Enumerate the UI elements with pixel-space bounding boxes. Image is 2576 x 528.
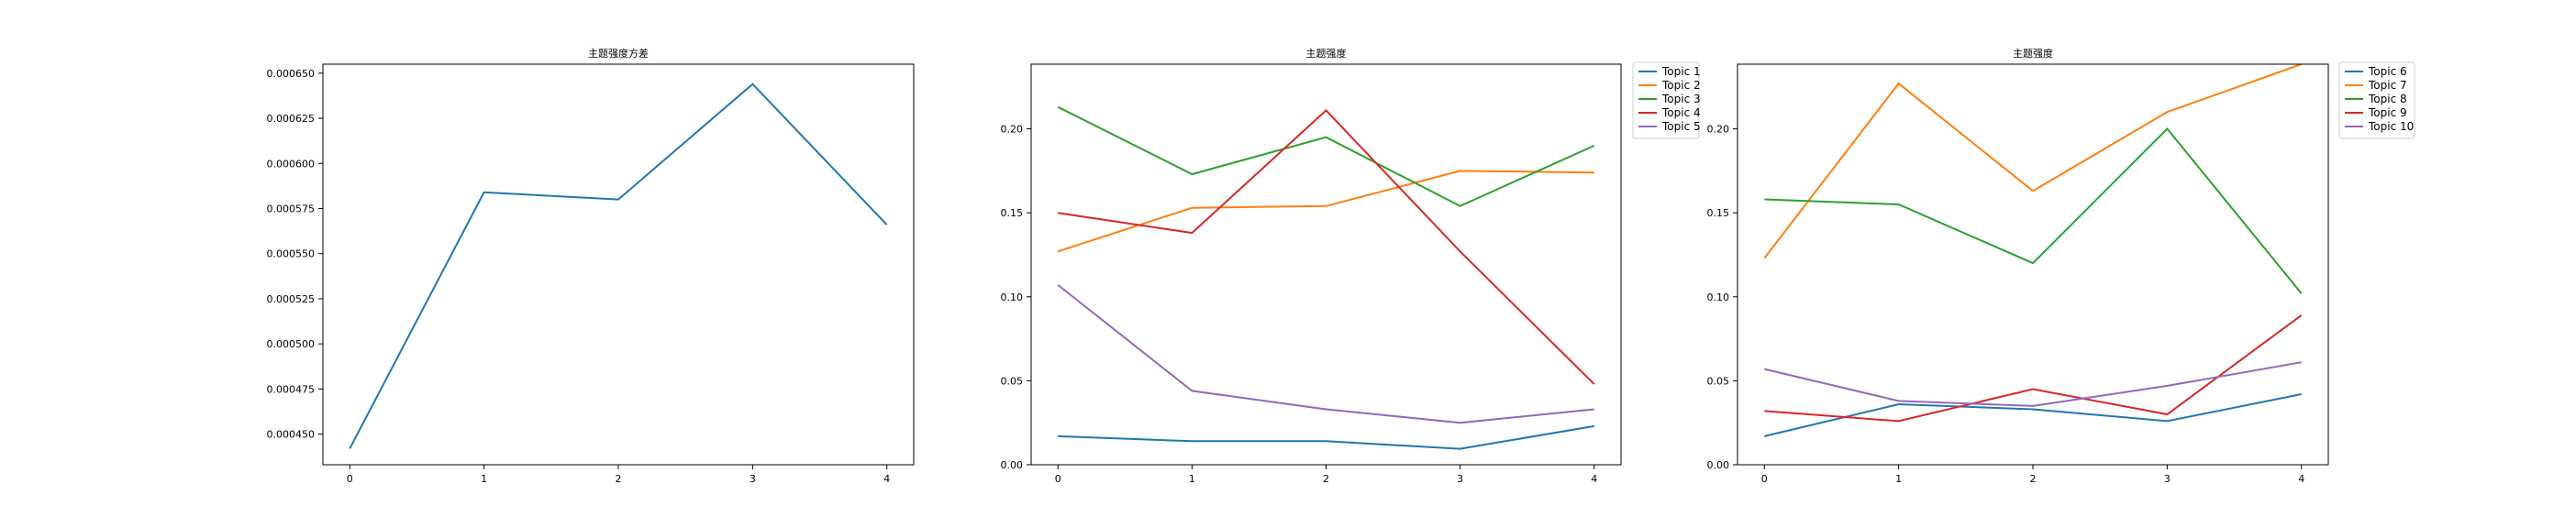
x-tick-label: 3 <box>749 473 756 485</box>
y-tick-label: 0.000525 <box>267 293 316 305</box>
chart-title: 主题强度 <box>1306 47 1347 60</box>
x-tick-label: 4 <box>883 473 890 485</box>
y-tick-label: 0.10 <box>1707 292 1730 303</box>
y-tick-label: 0.20 <box>1001 124 1024 136</box>
legend-label: Topic 6 <box>2368 65 2407 78</box>
x-tick-label: 2 <box>2030 473 2037 485</box>
y-tick-label: 0.000475 <box>267 383 316 395</box>
chart-title: 主题强度 <box>2013 47 2053 60</box>
x-tick-label: 4 <box>1591 473 1597 485</box>
y-tick-label: 0.000600 <box>267 158 316 170</box>
legend-label: Topic 4 <box>1661 106 1701 119</box>
x-tick-label: 1 <box>1189 473 1195 485</box>
series-line-topic-10 <box>1764 361 2302 407</box>
y-tick-label: 0.000650 <box>267 68 316 80</box>
x-tick-label: 4 <box>2298 473 2304 485</box>
x-tick-label: 0 <box>1055 473 1061 485</box>
series-line-topic-1 <box>1058 424 1594 450</box>
y-tick-label: 0.05 <box>1001 375 1024 387</box>
y-tick-label: 0.20 <box>1707 124 1730 136</box>
y-tick-label: 0.00 <box>1707 459 1730 471</box>
series-line-topic-6 <box>1764 393 2302 437</box>
series-line-topic-9 <box>1764 314 2303 423</box>
x-tick-label: 2 <box>1323 473 1329 485</box>
y-tick-label: 0.000625 <box>267 113 316 125</box>
x-tick-label: 1 <box>1895 473 1902 485</box>
series-line-topic-5 <box>1057 284 1594 424</box>
series-line-topic-8 <box>1764 127 2303 294</box>
legend-label: Topic 5 <box>1661 120 1701 133</box>
series-line-topic-7 <box>1763 63 2303 259</box>
y-tick-label: 0.15 <box>1001 207 1024 219</box>
chart-variance: 主题强度方差 0 1 2 3 4 0.000450 0.000475 0.000500 0.000… <box>267 47 915 485</box>
legend-label: Topic 3 <box>1661 93 1701 105</box>
y-tick-label: 0.10 <box>1001 292 1024 303</box>
x-tick-label: 2 <box>616 473 622 485</box>
series-line-topic-2 <box>1057 170 1594 253</box>
series-line-topic-4 <box>1058 108 1595 385</box>
legend-label: Topic 7 <box>2368 79 2407 92</box>
axes-frame <box>322 63 915 466</box>
axes-frame <box>1030 63 1622 466</box>
x-tick-label: 0 <box>1761 473 1768 485</box>
x-tick-label: 3 <box>2164 473 2171 485</box>
series-line-variance <box>349 82 888 449</box>
legend-box <box>2338 61 2415 139</box>
series-line-topic-3 <box>1057 105 1595 207</box>
x-tick-label: 1 <box>481 473 487 485</box>
legend-box <box>1632 61 1700 139</box>
y-tick-label: 0.000450 <box>267 429 316 441</box>
chart-title: 主题强度方差 <box>588 47 649 60</box>
x-tick-label: 3 <box>1457 473 1463 485</box>
x-tick-label: 0 <box>347 473 353 485</box>
y-tick-label: 0.05 <box>1707 375 1730 387</box>
legend-label: Topic 9 <box>2368 106 2407 119</box>
y-tick-label: 0.000575 <box>267 203 316 214</box>
legend-label: Topic 8 <box>2368 93 2407 105</box>
y-tick-label: 0.000500 <box>267 338 316 350</box>
legend-label: Topic 10 <box>2368 120 2414 133</box>
y-tick-label: 0.000550 <box>267 248 316 260</box>
legend-label: Topic 2 <box>1661 79 1701 92</box>
y-tick-label: 0.15 <box>1707 207 1730 219</box>
legend-label: Topic 1 <box>1661 65 1701 78</box>
axes-frame <box>1737 63 2329 466</box>
y-tick-label: 0.00 <box>1001 459 1024 471</box>
